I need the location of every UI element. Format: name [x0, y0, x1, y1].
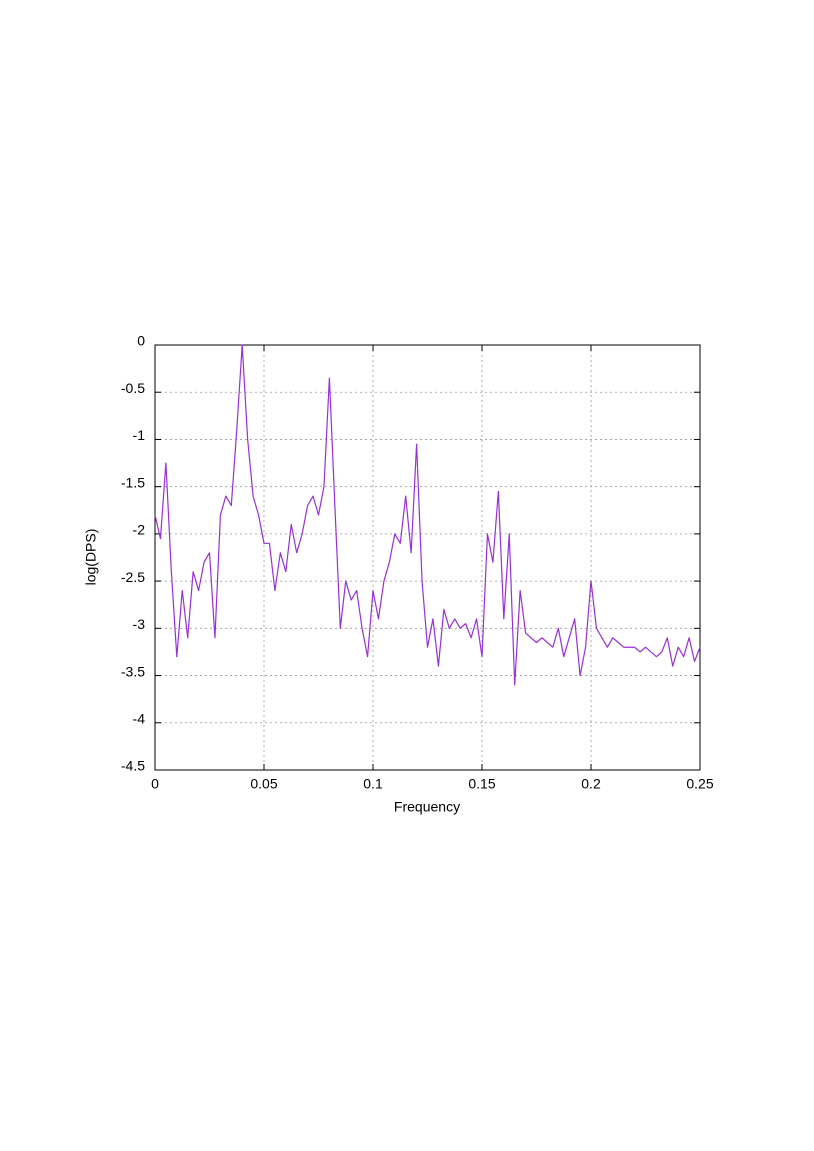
y-tick-label: -2.5	[121, 569, 145, 585]
y-tick-label: -2	[133, 522, 146, 538]
x-tick-label: 0.1	[363, 776, 383, 792]
data-line	[154, 344, 701, 686]
y-tick-label: -1	[133, 427, 146, 443]
y-tick-label: -4	[133, 710, 146, 726]
y-tick-label: -3	[133, 616, 146, 632]
y-tick-label: -1.5	[121, 474, 145, 490]
x-tick-label: 0	[151, 776, 159, 792]
y-axis-label: log(DPS)	[83, 529, 99, 586]
x-tick-label: 0.2	[581, 776, 601, 792]
x-axis-label: Frequency	[394, 799, 460, 815]
plot-frame	[154, 344, 701, 771]
y-tick-label: -0.5	[121, 380, 145, 396]
x-tick-label: 0.25	[686, 776, 713, 792]
y-tick-label: -4.5	[121, 758, 145, 774]
x-tick-label: 0.15	[468, 776, 495, 792]
y-tick-label: 0	[137, 333, 145, 349]
y-tick-label: -3.5	[121, 663, 145, 679]
x-tick-label: 0.05	[250, 776, 277, 792]
